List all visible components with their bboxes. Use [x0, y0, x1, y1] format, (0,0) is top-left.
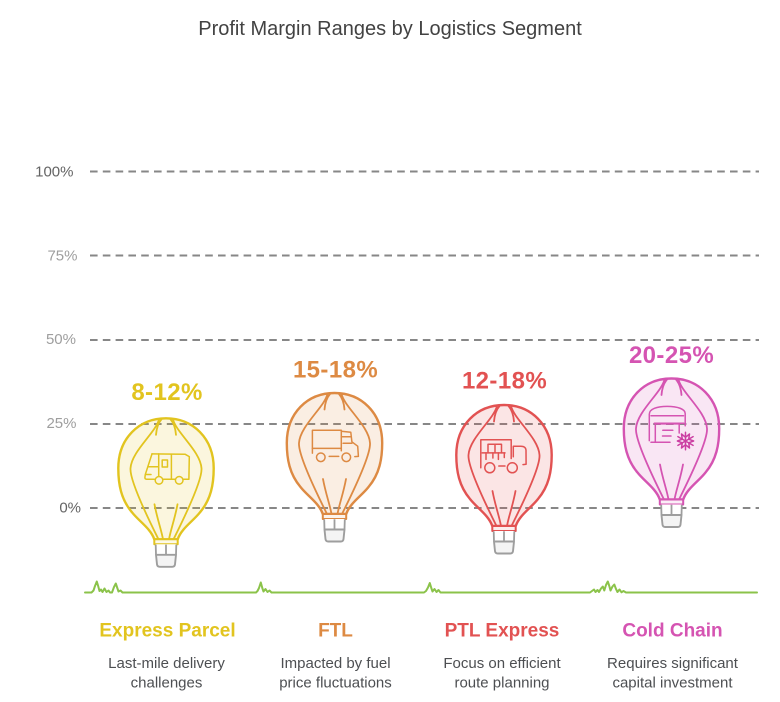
svg-text:route planning: route planning [454, 675, 549, 692]
svg-text:8-12%: 8-12% [131, 379, 202, 406]
svg-text:Requires significant: Requires significant [607, 655, 739, 672]
svg-text:Profit Margin Ranges by Logist: Profit Margin Ranges by Logistics Segmen… [198, 18, 582, 40]
svg-text:15-18%: 15-18% [293, 357, 378, 384]
svg-text:100%: 100% [35, 164, 73, 181]
svg-text:Impacted by fuel: Impacted by fuel [280, 655, 390, 672]
svg-text:PTL Express: PTL Express [445, 621, 560, 642]
svg-text:12-18%: 12-18% [462, 368, 547, 395]
svg-text:Express Parcel: Express Parcel [99, 621, 235, 642]
svg-text:FTL: FTL [318, 621, 353, 642]
svg-text:75%: 75% [47, 247, 77, 264]
svg-text:Cold Chain: Cold Chain [622, 621, 722, 642]
svg-text:50%: 50% [46, 331, 76, 348]
svg-text:20-25%: 20-25% [629, 342, 714, 369]
svg-text:25%: 25% [46, 415, 76, 432]
svg-text:challenges: challenges [131, 675, 203, 692]
svg-text:Focus on efficient: Focus on efficient [443, 655, 561, 672]
svg-text:0%: 0% [59, 500, 81, 517]
svg-text:capital investment: capital investment [612, 675, 733, 692]
svg-text:Last-mile delivery: Last-mile delivery [108, 655, 225, 672]
svg-text:price fluctuations: price fluctuations [279, 675, 392, 692]
